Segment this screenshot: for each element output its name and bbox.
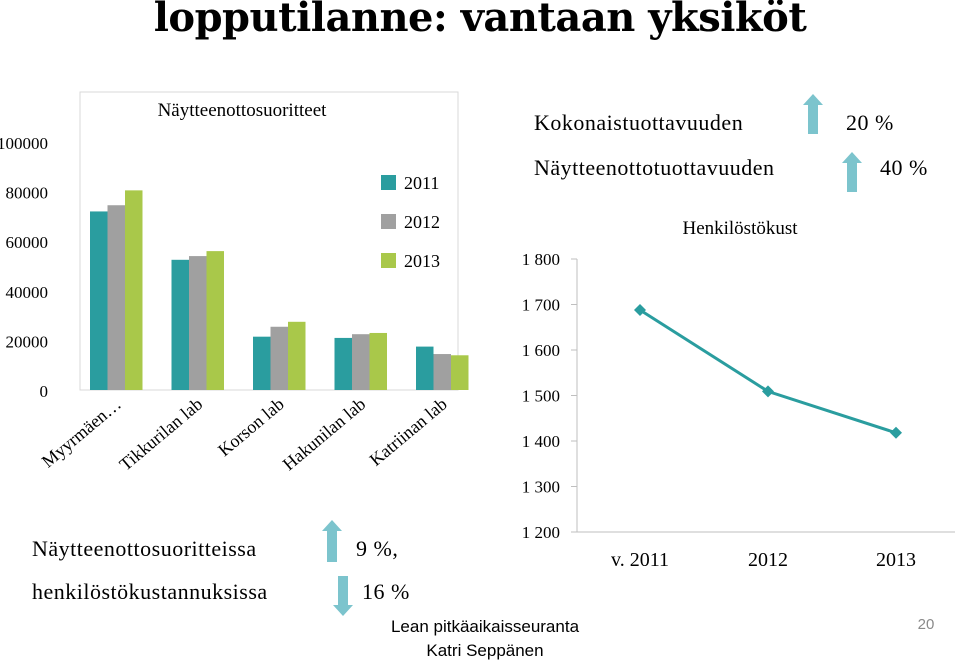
line-y-tick-label: 1 200	[522, 523, 560, 542]
line-y-tick-label: 1 500	[522, 387, 560, 406]
arrow-up-icon	[803, 94, 823, 134]
bar-2013	[288, 321, 306, 390]
footer-line-1: Lean pitkäaikaisseuranta	[390, 617, 580, 636]
line-y-tick-label: 1 700	[522, 296, 560, 315]
arrow-up-icon	[842, 152, 862, 192]
metric-total-productivity-value: 20 %	[846, 110, 894, 135]
line-point	[890, 426, 902, 439]
bar-2011	[253, 336, 271, 390]
bar-y-tick-label: 0	[40, 382, 49, 401]
bar-2012	[433, 354, 451, 390]
bar-2011	[171, 259, 189, 390]
legend-swatch-2013	[381, 253, 396, 268]
bar-2013	[369, 332, 387, 390]
bar-y-tick-label: 20000	[6, 332, 49, 351]
bar-y-tick-label: 40000	[6, 283, 49, 302]
page-title: lopputilanne: vantaan yksiköt	[153, 0, 807, 41]
metric-personnel-costs-label: henkilöstökustannuksissa	[32, 579, 268, 604]
bar-y-tick-label: 100000	[0, 134, 48, 153]
line-point	[762, 385, 774, 398]
legend-swatch-2011	[381, 175, 396, 190]
line-y-tick-label: 1 400	[522, 432, 560, 451]
page-number: 20	[917, 616, 935, 633]
bar-2013	[125, 190, 143, 390]
legend-label-2011: 2011	[404, 173, 439, 193]
legend-label-2012: 2012	[404, 212, 440, 232]
bar-chart-title: Näytteenottosuoritteet	[158, 100, 328, 121]
line-x-tick-label: 2012	[748, 549, 788, 571]
line-y-tick-label: 1 800	[522, 250, 560, 269]
line-chart-title: Henkilöstökust	[682, 218, 798, 239]
bar-2012	[352, 334, 370, 390]
bar-2013	[451, 355, 469, 390]
metric-sampling-productivity-label: Näytteenottotuottavuuden	[534, 155, 775, 180]
metric-personnel-costs-value: 16 %	[362, 579, 410, 604]
footer-line-2: Katri Seppänen	[426, 641, 544, 660]
bar-2013	[206, 251, 224, 390]
bar-2012	[107, 205, 125, 390]
line-x-tick-label: v. 2011	[611, 549, 669, 571]
line-point	[634, 303, 646, 316]
metric-sampling-productivity-value: 40 %	[880, 155, 928, 180]
bar-2011	[334, 337, 352, 390]
line-x-tick-label: 2013	[876, 549, 916, 571]
arrow-down-icon	[333, 576, 353, 616]
line-y-tick-label: 1 300	[522, 478, 560, 497]
metric-sampling-performance-label: Näytteenottosuoritteissa	[32, 536, 257, 561]
metric-sampling-performance-value: 9 %,	[356, 536, 399, 561]
bar-y-tick-label: 80000	[6, 184, 49, 203]
metric-total-productivity-label: Kokonaistuottavuuden	[534, 110, 744, 135]
legend-swatch-2012	[381, 214, 396, 229]
legend-label-2013: 2013	[404, 251, 440, 271]
bar-2012	[270, 326, 288, 390]
bar-2011	[90, 211, 108, 390]
line-y-tick-label: 1 600	[522, 341, 560, 360]
arrow-up-icon	[322, 520, 342, 562]
bar-y-tick-label: 60000	[6, 233, 49, 252]
bar-2012	[189, 256, 207, 390]
bar-2011	[416, 346, 434, 390]
